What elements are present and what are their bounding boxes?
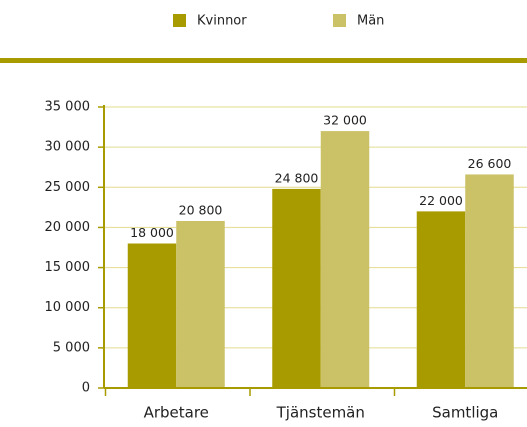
header-band bbox=[0, 58, 527, 63]
legend-label: Kvinnor bbox=[197, 14, 247, 29]
value-label: 24 800 bbox=[275, 170, 319, 185]
bar bbox=[127, 243, 177, 388]
value-label: 26 600 bbox=[468, 156, 512, 171]
value-label: 22 000 bbox=[419, 193, 463, 208]
bar bbox=[176, 221, 225, 388]
bar bbox=[465, 174, 514, 388]
y-tick-label: 25 000 bbox=[45, 180, 91, 195]
y-tick-label: 20 000 bbox=[45, 220, 91, 235]
y-tick-label: 15 000 bbox=[45, 260, 91, 275]
y-tick-label: 5 000 bbox=[53, 340, 90, 355]
y-tick-label: 30 000 bbox=[45, 140, 91, 155]
x-tick-label: Arbetare bbox=[144, 404, 209, 422]
legend-swatch bbox=[333, 14, 346, 27]
y-tick-label: 35 000 bbox=[45, 100, 91, 115]
value-label: 32 000 bbox=[323, 113, 367, 128]
value-label: 20 800 bbox=[179, 203, 223, 218]
legend-label: Män bbox=[357, 14, 384, 29]
y-tick-label: 10 000 bbox=[45, 300, 91, 315]
bar bbox=[272, 188, 321, 388]
legend-swatch bbox=[173, 14, 186, 27]
bar bbox=[416, 211, 466, 388]
value-label: 18 000 bbox=[130, 225, 174, 240]
y-tick-label: 0 bbox=[82, 381, 90, 396]
bar bbox=[320, 131, 370, 389]
x-tick-label: Samtliga bbox=[432, 404, 498, 422]
x-tick-label: Tjänstemän bbox=[276, 404, 365, 422]
